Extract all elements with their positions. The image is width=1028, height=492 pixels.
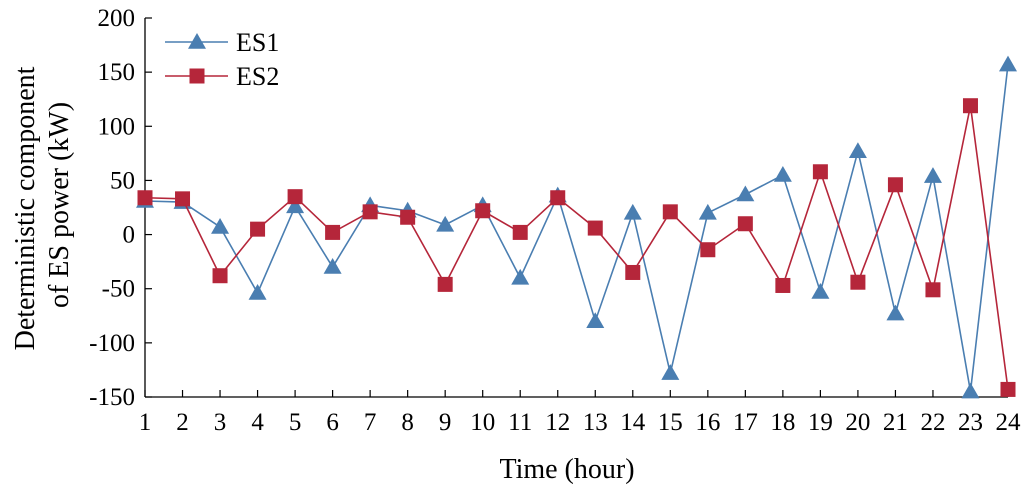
legend-marker-es1 (188, 33, 206, 49)
x-tick-label: 22 (920, 409, 945, 436)
x-tick-label: 10 (470, 409, 495, 436)
x-tick-label: 7 (364, 409, 377, 436)
series-es1-point (323, 258, 342, 274)
series-es1-point (586, 312, 605, 328)
y-axis-title: Deterministic component of ES power (kW) (10, 60, 75, 351)
y-axis-title-line-2: of ES power (kW) (44, 102, 75, 308)
y-tick-label: 50 (110, 167, 135, 194)
x-tick-label: 3 (214, 409, 227, 436)
legend-item-es1: ES1 (165, 28, 279, 57)
series-es1-point (999, 55, 1017, 72)
series-es1-point (886, 304, 905, 321)
series-es2-point (737, 216, 753, 232)
y-axis-title-line-1: Deterministic component (10, 66, 41, 350)
y-tick-label: -50 (102, 276, 135, 303)
series-es1-point (961, 382, 980, 399)
x-tick-label: 17 (733, 409, 758, 436)
x-tick-label: 19 (808, 409, 833, 436)
x-tick-label: 1 (139, 409, 152, 436)
x-tick-label: 20 (845, 409, 870, 436)
y-tick-label: 200 (98, 5, 136, 32)
series-es2-point (662, 204, 678, 220)
x-axis-title: Time (hour) (499, 454, 634, 485)
series-es2-point (887, 177, 903, 193)
series-es1-point (511, 268, 530, 285)
x-tick-label: 14 (620, 409, 646, 436)
x-tick-label: 4 (251, 409, 264, 436)
series-es2-point (812, 164, 828, 180)
series-es1-point (811, 282, 830, 299)
x-tick-label: 8 (401, 409, 414, 436)
series-es2-point (700, 242, 716, 258)
series-es1-point (248, 284, 267, 300)
series-es2-point (287, 189, 303, 205)
legend-item-es2: ES2 (165, 62, 279, 91)
series-es1-point (773, 166, 792, 182)
series-es2-point (325, 224, 341, 240)
x-tick-label: 15 (658, 409, 683, 436)
plot-area (136, 55, 1017, 399)
series-es1-point (736, 185, 755, 202)
x-tick-label: 16 (695, 409, 720, 436)
series-es2-point (962, 98, 978, 114)
series-es1-line (144, 64, 1009, 392)
series-es2-point (550, 190, 566, 206)
series-es1-point (286, 197, 305, 214)
series-es2-point (850, 274, 866, 290)
x-tick-label: 5 (289, 409, 302, 436)
legend-marker-es2 (189, 68, 205, 84)
x-tick-label: 23 (958, 409, 983, 436)
x-tick-label: 12 (545, 409, 570, 436)
x-tick-label: 18 (770, 409, 795, 436)
series-es2 (137, 98, 1016, 397)
y-tick-label: 0 (123, 222, 136, 249)
x-tick-label: 11 (508, 409, 532, 436)
legend-label-es2: ES2 (236, 62, 279, 91)
series-es1-point (848, 142, 867, 158)
y-tick-label: 150 (98, 59, 136, 86)
series-es2-point (775, 277, 791, 293)
y-tick-label: -150 (89, 384, 135, 411)
series-es2-point (400, 209, 416, 225)
series-es1-point (698, 203, 717, 220)
x-tick-label: 21 (883, 409, 908, 436)
series-es2-line (144, 105, 1009, 390)
series-es2-point (137, 190, 153, 206)
series-es2-point (587, 220, 603, 236)
series-es1-point (923, 167, 942, 183)
x-tick-label: 6 (326, 409, 339, 436)
x-tick-label: 13 (583, 409, 608, 436)
series-es2-point (925, 282, 941, 298)
x-tick-label: 9 (439, 409, 452, 436)
series-es2-point (175, 191, 191, 207)
series-es1 (136, 55, 1017, 399)
series-es2-point (250, 221, 266, 237)
series-es1-point (211, 217, 230, 234)
series-es2-point (212, 268, 228, 284)
series-es2-point (625, 264, 641, 280)
legend-label-es1: ES1 (236, 28, 279, 57)
series-es2-point (437, 276, 453, 292)
series-es1-point (661, 364, 680, 380)
series-es2-point (475, 203, 491, 219)
series-es2-point (362, 204, 378, 220)
series-es2-point (512, 224, 528, 240)
series-es1-point (623, 203, 642, 220)
y-tick-label: -100 (89, 330, 135, 357)
x-tick-label: 2 (176, 409, 189, 436)
series-es2-point (1000, 381, 1016, 397)
y-tick-label: 100 (98, 113, 136, 140)
series-es1-point (436, 215, 455, 232)
x-tick-label: 24 (996, 409, 1022, 436)
